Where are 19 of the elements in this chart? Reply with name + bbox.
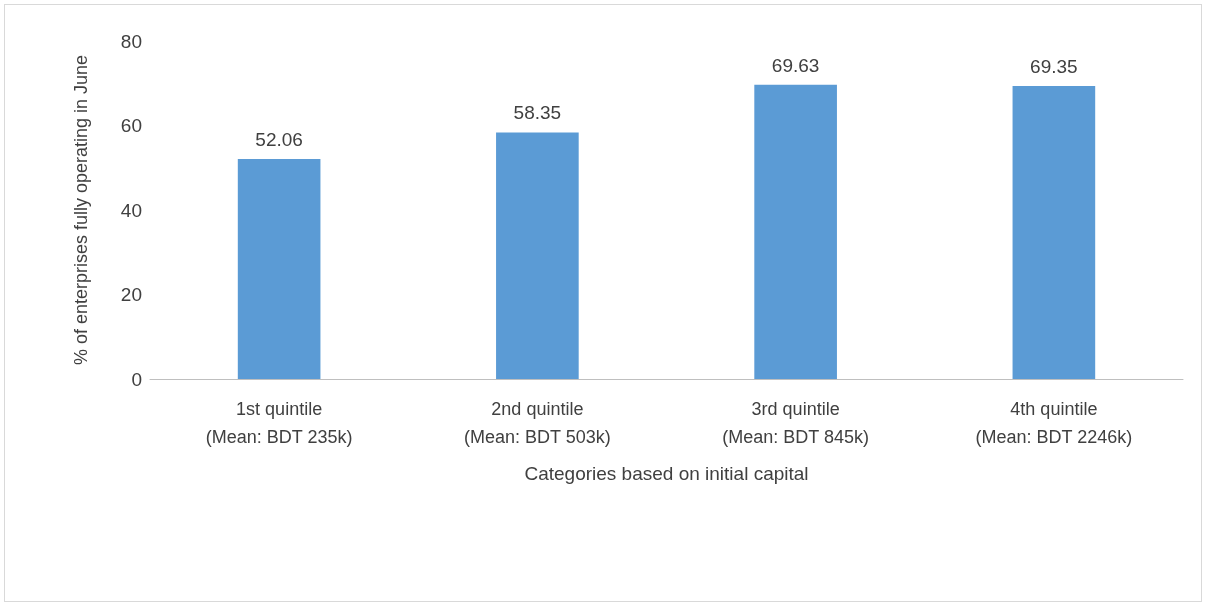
y-tick-label: 80 xyxy=(120,30,142,52)
x-tick-label: 3rd quintile (Mean: BDT 845k) xyxy=(722,399,869,447)
y-tick-label: 20 xyxy=(120,284,142,305)
bar xyxy=(237,159,321,379)
x-tick-label: 4th quintile (Mean: BDT 2246k) xyxy=(975,399,1133,447)
data-label: 52.06 xyxy=(255,129,303,151)
x-tick-label: 2nd quintile (Mean: BDT 503k) xyxy=(464,399,611,447)
y-tick-label: 40 xyxy=(120,199,142,221)
bar xyxy=(1012,86,1096,379)
bar xyxy=(496,132,579,379)
data-label: 69.63 xyxy=(771,54,820,76)
y-tick-label: 60 xyxy=(120,115,142,136)
y-tick-label: 0 xyxy=(131,368,142,390)
y-axis-title: % of enterprises fully operating in June xyxy=(71,54,91,366)
bar xyxy=(754,84,837,379)
data-label: 69.35 xyxy=(1030,56,1078,77)
x-axis-title: Categories based on initial capital xyxy=(524,463,809,484)
x-tick-label: 1st quintile (Mean: BDT 235k) xyxy=(205,399,353,447)
data-label: 58.35 xyxy=(513,102,562,124)
